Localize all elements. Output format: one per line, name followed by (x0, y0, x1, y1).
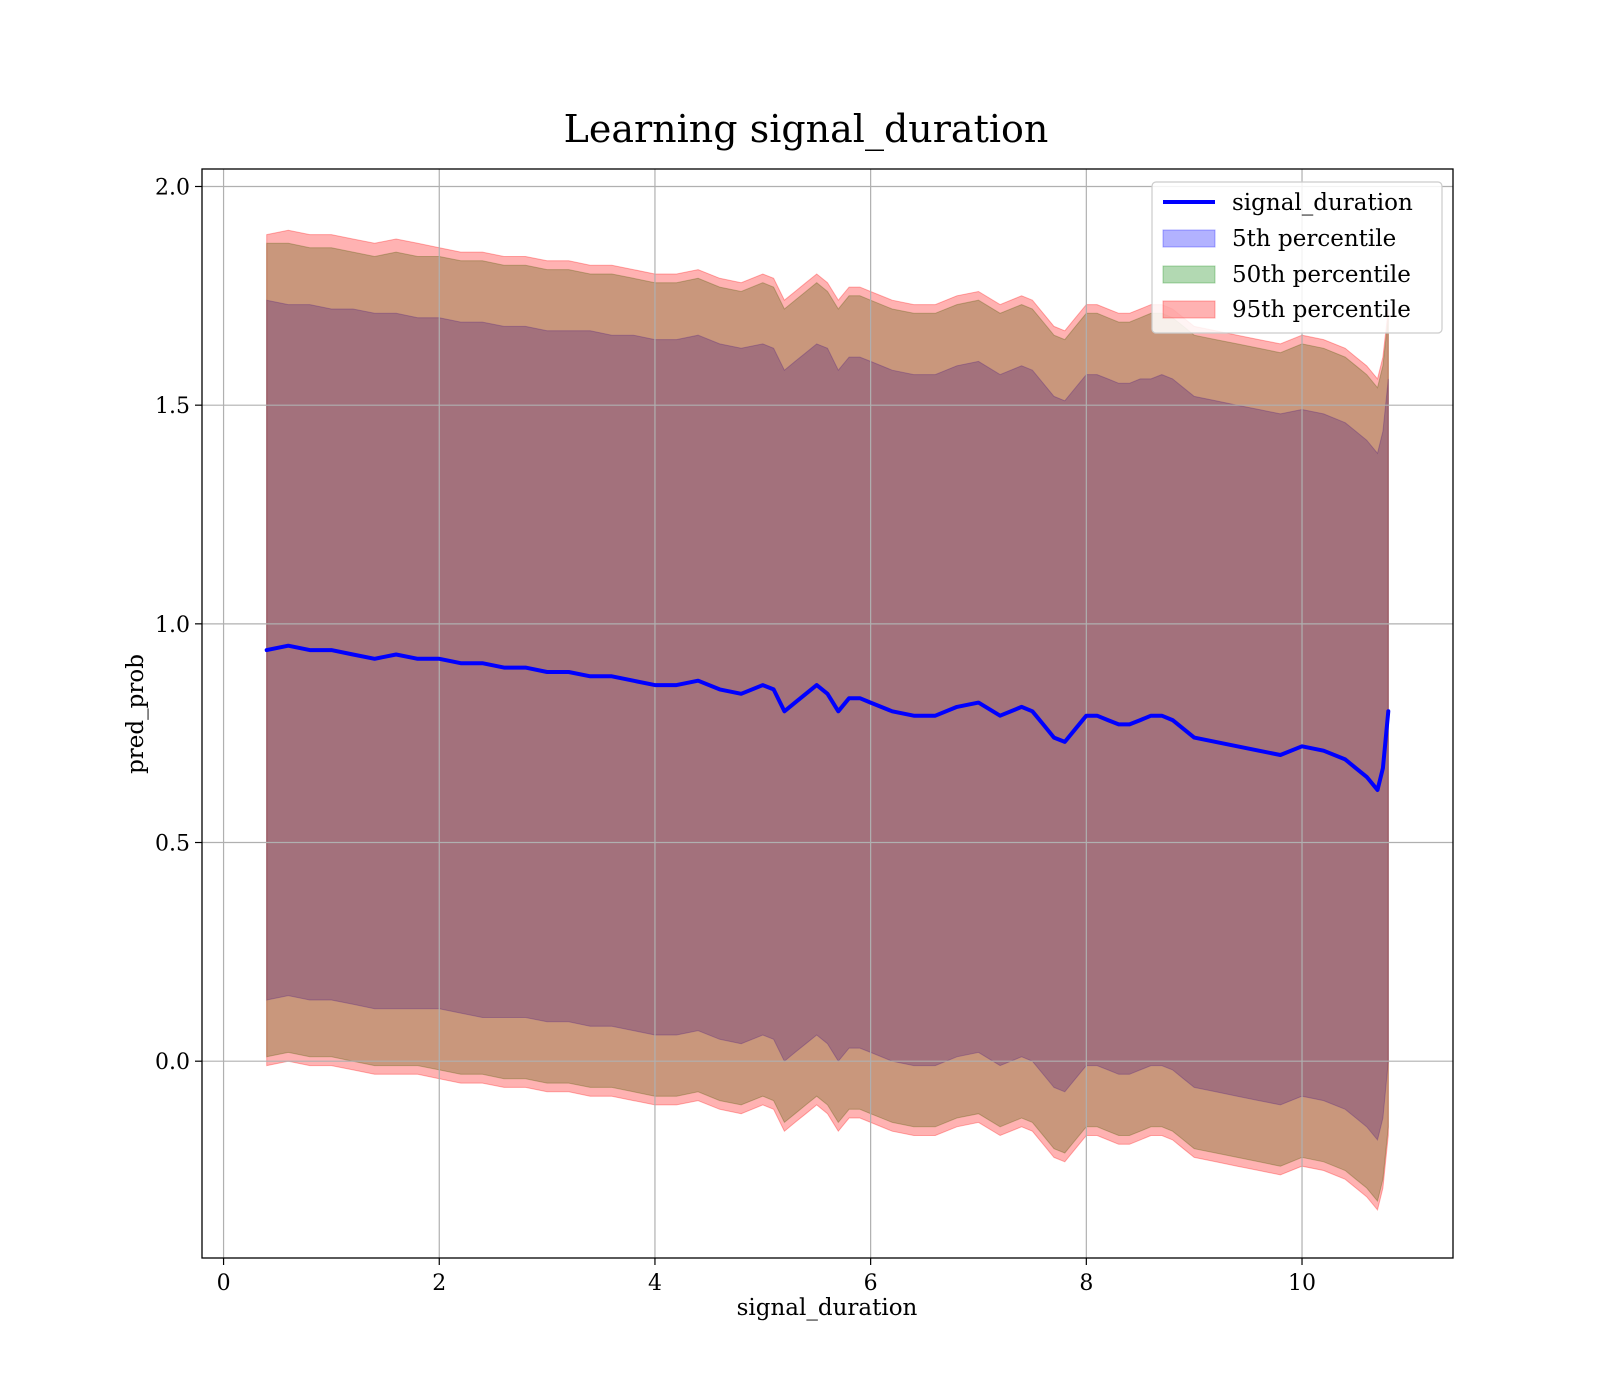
y-tick-label-3: 1.5 (155, 394, 190, 419)
x-tick-label-0: 0 (217, 1271, 231, 1296)
grid (202, 169, 1453, 1258)
plot-frame (201, 168, 1454, 1259)
legend-swatch-5th (1162, 229, 1216, 248)
chart-title: Learning signal_duration (564, 107, 1049, 152)
y-tick-label-2: 1.0 (155, 613, 190, 638)
legend-label-95th: 95th percentile (1232, 297, 1411, 323)
band-series-2 (266, 242, 1389, 1203)
x-axis-label: signal_duration (737, 1295, 918, 1321)
legend-swatch-95th (1162, 300, 1216, 319)
x-tick-label-5: 10 (1288, 1271, 1316, 1296)
percentile-bands (266, 229, 1389, 1211)
legend-label-line: signal_duration (1232, 190, 1413, 216)
line-series-0 (264, 643, 1391, 792)
legend-box (1151, 181, 1443, 334)
x-tick-label-1: 2 (432, 1271, 446, 1296)
x-tick-label-4: 8 (1079, 1271, 1093, 1296)
x-tick-label-2: 4 (648, 1271, 662, 1296)
band-series-3 (266, 229, 1389, 1211)
y-tick-label-0: 0.0 (155, 1050, 190, 1075)
y-tick-label-1: 0.5 (155, 832, 190, 857)
legend-label-5th: 5th percentile (1232, 226, 1396, 252)
y-axis-label: pred_prob (123, 654, 149, 774)
legend-swatch-50th (1162, 265, 1216, 284)
y-tick-label-4: 2.0 (155, 175, 190, 200)
x-tick-label-3: 6 (864, 1271, 878, 1296)
legend-label-50th: 50th percentile (1232, 262, 1411, 288)
axis-ticks: 0 2 4 6 8 10 0.0 0.5 1.0 1.5 2.0 (155, 175, 1316, 1296)
legend: signal_duration 5th percentile 50th perc… (1151, 181, 1443, 334)
series-line-layer (264, 643, 1391, 792)
